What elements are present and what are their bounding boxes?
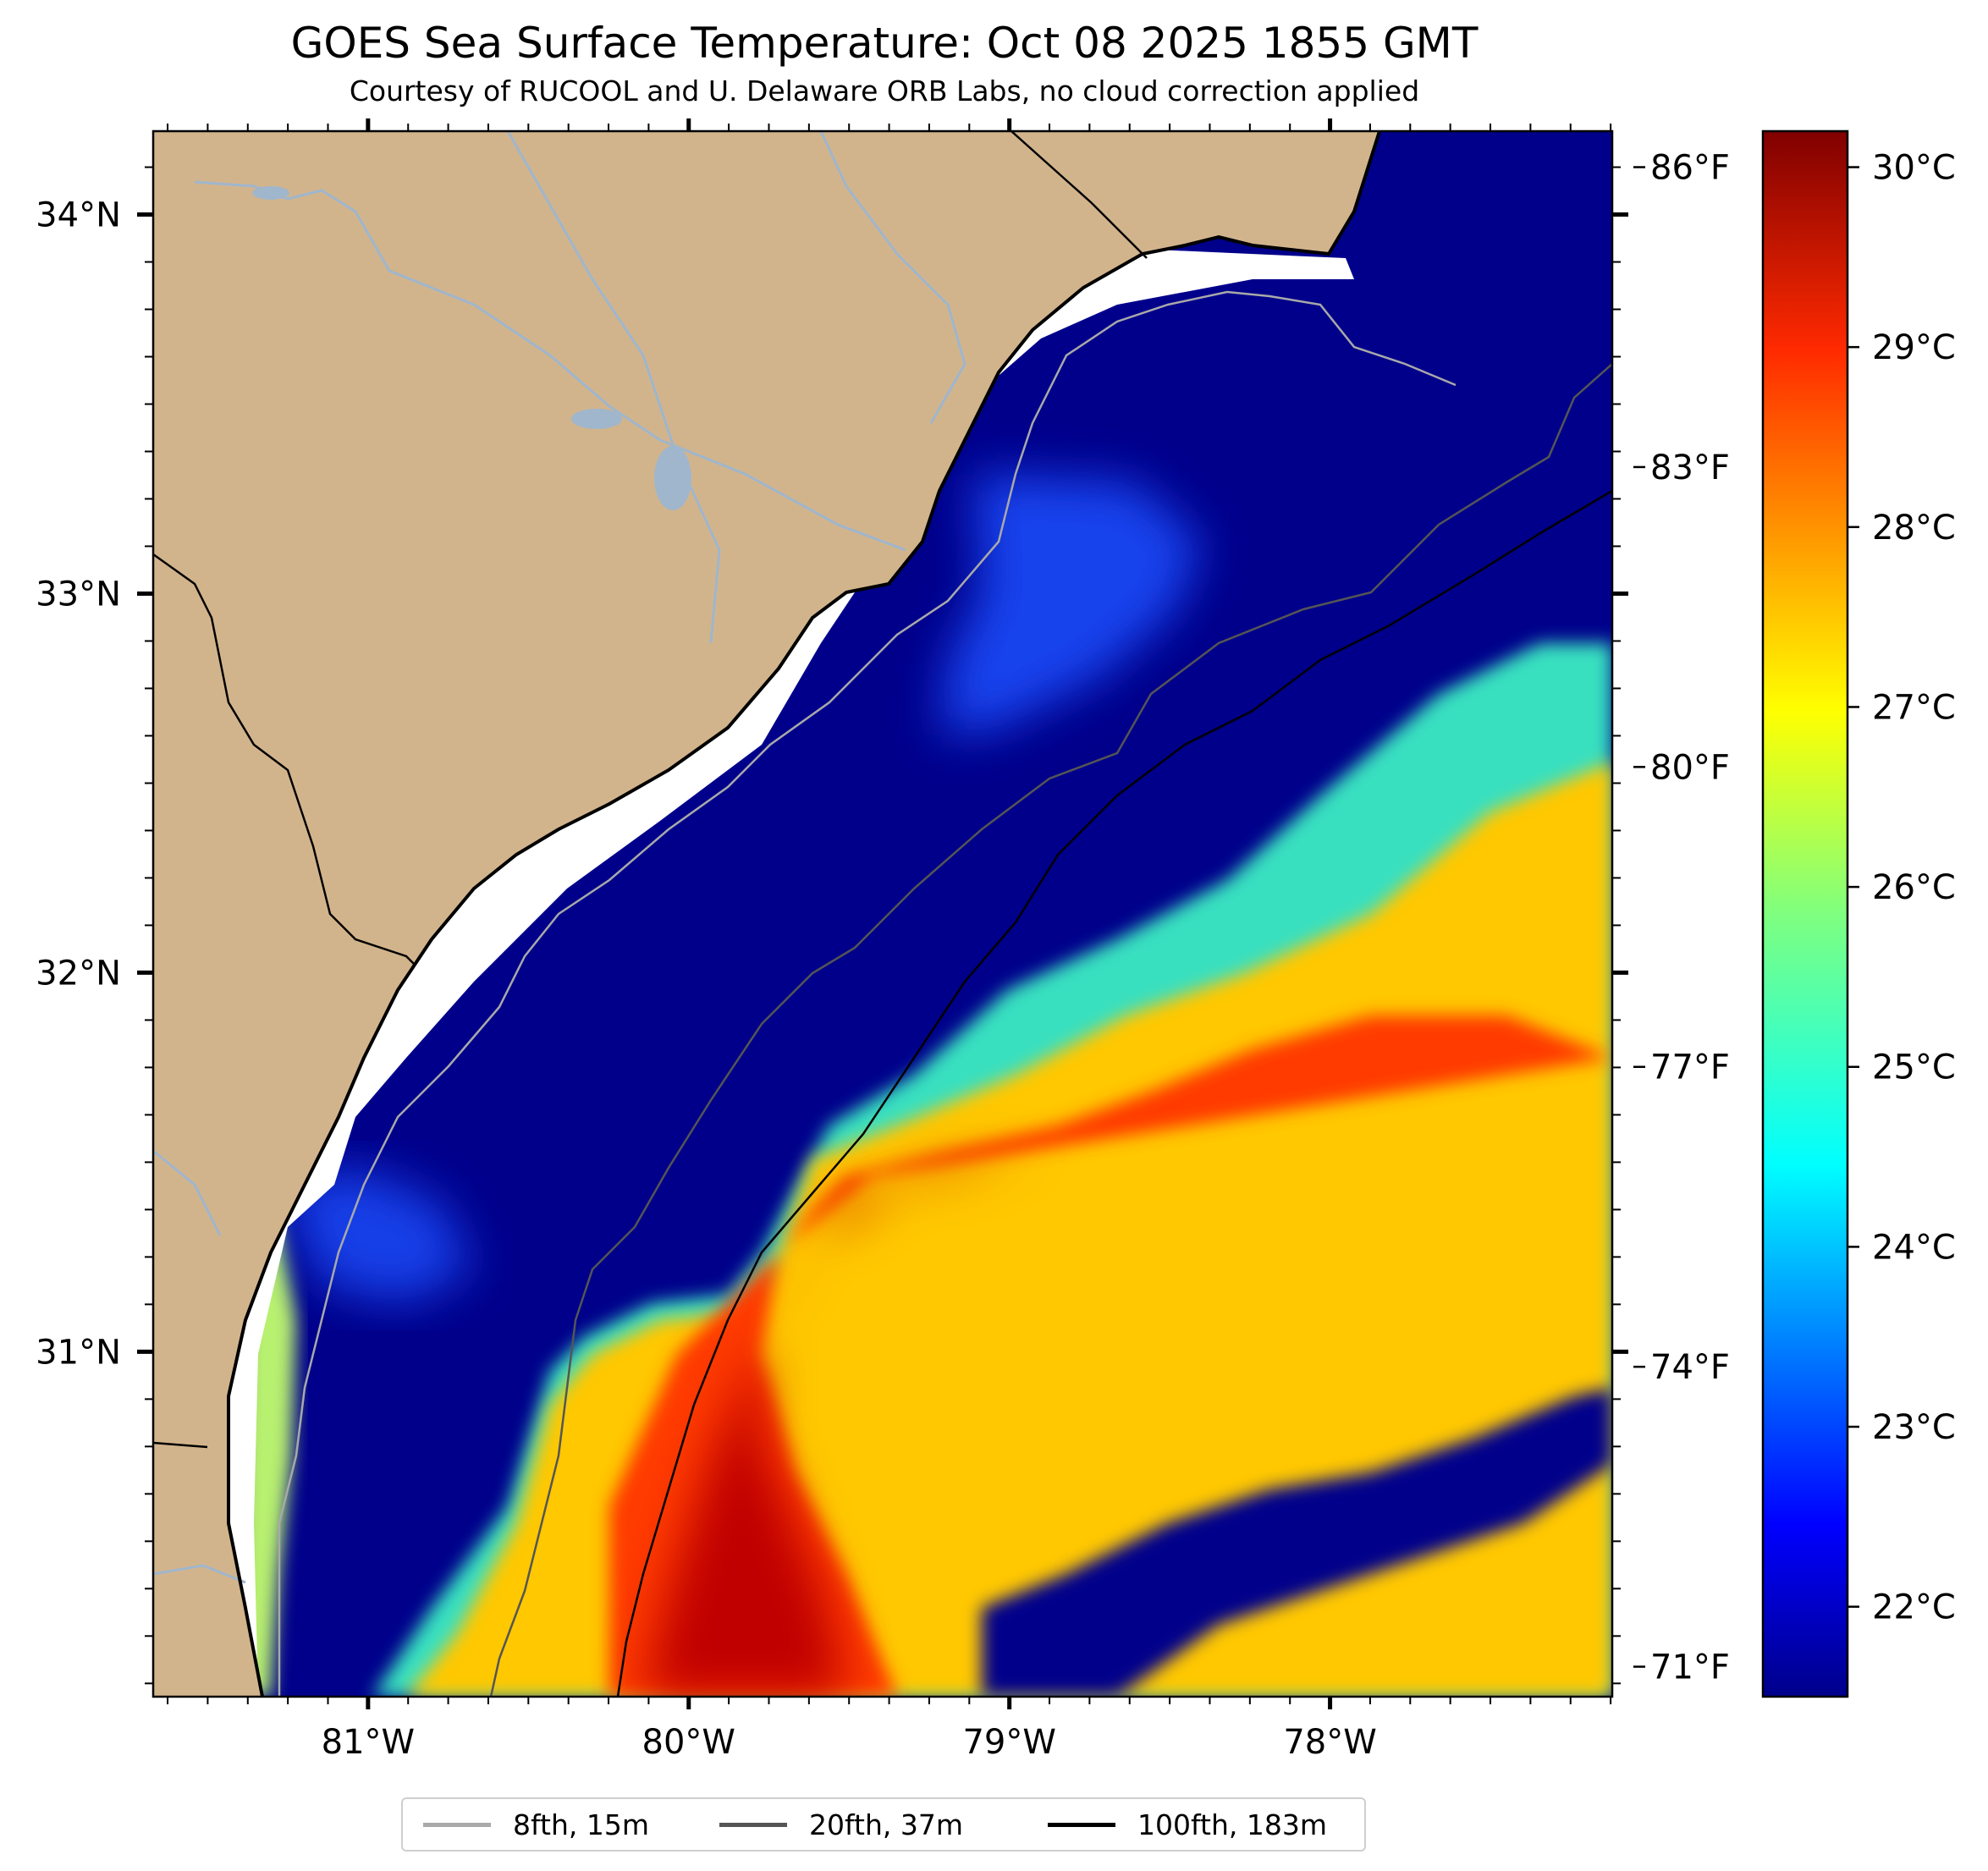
legend-line-20fth — [719, 1822, 787, 1827]
lon-tick-label: 78°W — [1283, 1723, 1376, 1762]
fahrenheit-tick-label: 71°F — [1650, 1648, 1730, 1687]
fahrenheit-axis: 86°F 83°F 80°F 77°F 74°F 71°F — [1633, 149, 1730, 1687]
colorbar-tick-label: 23°C — [1872, 1408, 1956, 1447]
hottest-core — [643, 1151, 1041, 1697]
fahrenheit-tick-label: 80°F — [1650, 748, 1730, 787]
lake-upper — [252, 186, 289, 200]
legend-item-20fth: 20fth, 37m — [719, 1808, 963, 1841]
isobath-20fth — [489, 363, 1612, 1697]
mid-shelf-eddies — [939, 474, 1202, 736]
figure-subtitle: Courtesy of RUCOOL and U. Delaware ORB L… — [349, 74, 1420, 107]
legend-line-8fth — [423, 1822, 491, 1827]
colorbar — [1761, 129, 1849, 1698]
lon-tick-label: 81°W — [322, 1723, 415, 1762]
colorbar-tick-label: 29°C — [1872, 328, 1956, 367]
colorbar-tick-label: 24°C — [1872, 1228, 1956, 1267]
south-shelf-eddies — [279, 1168, 474, 1303]
border-sc-ga — [153, 553, 416, 966]
lat-tick-label: 31°N — [36, 1333, 121, 1372]
longitude-axis: 81°W 80°W 79°W 78°W — [167, 118, 1612, 1762]
rivers — [153, 131, 966, 1584]
fahrenheit-tick-label: 77°F — [1650, 1048, 1730, 1087]
legend-label-100fth: 100fth, 183m — [1137, 1808, 1327, 1841]
lat-tick-label: 33°N — [36, 575, 121, 614]
river-st-johns — [153, 1564, 246, 1584]
border-ga-fl — [153, 1441, 208, 1449]
colorbar-tick-label: 27°C — [1872, 688, 1956, 727]
cold-intrusion — [982, 1388, 1612, 1697]
figure-title: GOES Sea Surface Temperature: Oct 08 202… — [290, 19, 1479, 68]
colorbar-tick-label: 28°C — [1872, 509, 1956, 548]
isobath-legend: 8fth, 15m 20fth, 37m 100fth, 183m — [401, 1797, 1366, 1852]
land — [153, 131, 1379, 1697]
colorbar-tick-label: 30°C — [1872, 149, 1956, 188]
lakes — [252, 186, 691, 510]
fahrenheit-tick-label: 74°F — [1650, 1348, 1730, 1387]
isobath-100fth — [616, 489, 1612, 1697]
river-santee — [506, 131, 721, 644]
legend-label-8fth: 8fth, 15m — [513, 1808, 650, 1841]
map-frame — [151, 129, 1614, 1698]
isobaths — [278, 290, 1612, 1697]
lon-tick-label: 79°W — [962, 1723, 1055, 1762]
legend-label-20fth: 20fth, 37m — [809, 1808, 963, 1841]
coastline — [227, 131, 1381, 1697]
colorbar-tick-label: 26°C — [1872, 868, 1956, 907]
colorbar-tick-label: 25°C — [1872, 1048, 1956, 1087]
lake-marion — [571, 409, 622, 429]
river-pee-dee — [194, 180, 906, 552]
lake-moultrie — [654, 446, 691, 510]
legend-line-100fth — [1048, 1822, 1115, 1827]
river-altamaha — [153, 1149, 222, 1236]
river-waccamaw — [819, 131, 966, 424]
latitude-axis: 34°N 33°N 32°N 31°N — [36, 166, 1628, 1685]
isobath-8fth — [278, 290, 1457, 1697]
map-content — [153, 131, 1612, 1697]
no-data-nearshore — [212, 250, 1354, 1697]
fahrenheit-tick-label: 86°F — [1650, 149, 1730, 188]
legend-item-100fth: 100fth, 183m — [1048, 1808, 1327, 1841]
colorbar-tick-label: 22°C — [1872, 1588, 1956, 1627]
lat-tick-label: 34°N — [36, 196, 121, 235]
border-nc-sc — [1011, 131, 1148, 259]
fahrenheit-tick-label: 83°F — [1650, 448, 1730, 487]
state-borders — [153, 131, 1148, 1449]
lon-tick-label: 80°W — [642, 1723, 735, 1762]
legend-item-8fth: 8fth, 15m — [423, 1808, 649, 1841]
celsius-axis: 30°C 29°C 28°C 27°C 26°C 25°C 24°C 23°C 22°C — [1848, 149, 1956, 1627]
lat-tick-label: 32°N — [36, 954, 121, 993]
